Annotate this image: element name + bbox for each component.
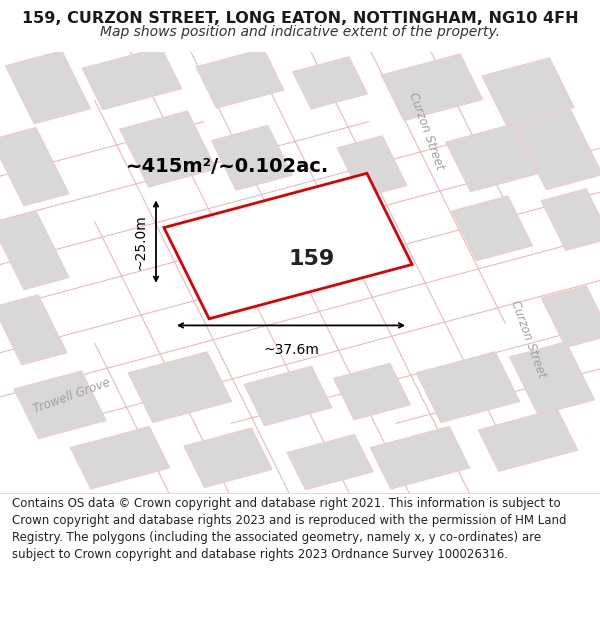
Polygon shape	[451, 196, 533, 261]
Text: ~25.0m: ~25.0m	[133, 214, 147, 269]
Polygon shape	[293, 57, 367, 109]
Polygon shape	[337, 136, 407, 198]
Polygon shape	[334, 363, 410, 420]
Polygon shape	[287, 434, 373, 490]
Text: Map shows position and indicative extent of the property.: Map shows position and indicative extent…	[100, 25, 500, 39]
Text: Curzon Street: Curzon Street	[406, 91, 446, 172]
Polygon shape	[164, 173, 412, 319]
Polygon shape	[70, 426, 170, 489]
Polygon shape	[196, 49, 284, 108]
Polygon shape	[478, 409, 578, 471]
Text: 159, CURZON STREET, LONG EATON, NOTTINGHAM, NG10 4FH: 159, CURZON STREET, LONG EATON, NOTTINGH…	[22, 11, 578, 26]
Polygon shape	[370, 426, 470, 489]
Polygon shape	[0, 295, 67, 365]
Polygon shape	[541, 286, 600, 348]
Text: Contains OS data © Crown copyright and database right 2021. This information is : Contains OS data © Crown copyright and d…	[12, 497, 566, 561]
Polygon shape	[14, 371, 106, 439]
Polygon shape	[5, 51, 91, 124]
Polygon shape	[82, 47, 182, 110]
Text: 159: 159	[289, 249, 335, 269]
Polygon shape	[244, 366, 332, 426]
Polygon shape	[416, 352, 520, 422]
Text: Curzon Street: Curzon Street	[508, 298, 548, 379]
Text: ~415m²/~0.102ac.: ~415m²/~0.102ac.	[127, 157, 329, 176]
Polygon shape	[446, 124, 538, 192]
Polygon shape	[211, 126, 293, 190]
Polygon shape	[381, 54, 483, 121]
Polygon shape	[120, 111, 216, 187]
Polygon shape	[184, 428, 272, 488]
Text: Trowell Grove: Trowell Grove	[32, 376, 112, 416]
Polygon shape	[509, 342, 595, 415]
Polygon shape	[482, 58, 574, 126]
Polygon shape	[128, 352, 232, 422]
Polygon shape	[337, 211, 407, 272]
Polygon shape	[514, 108, 600, 190]
Text: ~37.6m: ~37.6m	[263, 343, 319, 357]
Polygon shape	[541, 189, 600, 251]
Polygon shape	[0, 211, 69, 289]
Polygon shape	[0, 127, 69, 206]
